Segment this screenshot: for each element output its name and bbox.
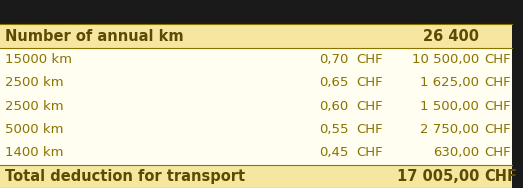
Text: 17 005,00: 17 005,00: [396, 169, 479, 184]
Bar: [0, 165, 513, 188]
Text: CHF: CHF: [484, 123, 511, 136]
Text: 2500 km: 2500 km: [5, 100, 64, 113]
Text: 0,45: 0,45: [319, 146, 348, 159]
Text: CHF: CHF: [356, 146, 383, 159]
Text: CHF: CHF: [484, 169, 517, 184]
Bar: [0, 0, 513, 24]
Text: CHF: CHF: [356, 100, 383, 113]
Text: Number of annual km: Number of annual km: [5, 29, 184, 44]
Text: CHF: CHF: [356, 53, 383, 66]
Text: CHF: CHF: [484, 76, 511, 89]
Text: 1 625,00: 1 625,00: [420, 76, 479, 89]
Text: Total deduction for transport: Total deduction for transport: [5, 169, 245, 184]
Text: 0,60: 0,60: [319, 100, 348, 113]
Bar: [0, 118, 513, 141]
Bar: [0, 48, 513, 71]
Bar: [0, 71, 513, 95]
Text: 0,65: 0,65: [319, 76, 348, 89]
Text: CHF: CHF: [356, 76, 383, 89]
Text: 0,55: 0,55: [319, 123, 348, 136]
Text: CHF: CHF: [356, 123, 383, 136]
Text: CHF: CHF: [484, 53, 511, 66]
Text: 2 750,00: 2 750,00: [420, 123, 479, 136]
Text: 26 400: 26 400: [423, 29, 479, 44]
Bar: [0, 24, 513, 48]
Text: 1400 km: 1400 km: [5, 146, 64, 159]
Text: CHF: CHF: [484, 100, 511, 113]
Text: 5000 km: 5000 km: [5, 123, 64, 136]
Text: 10 500,00: 10 500,00: [412, 53, 479, 66]
Text: 0,70: 0,70: [319, 53, 348, 66]
Text: CHF: CHF: [484, 146, 511, 159]
Bar: [0, 141, 513, 165]
Bar: [0, 95, 513, 118]
Text: 1 500,00: 1 500,00: [420, 100, 479, 113]
Text: 15000 km: 15000 km: [5, 53, 72, 66]
Text: 630,00: 630,00: [433, 146, 479, 159]
Text: 2500 km: 2500 km: [5, 76, 64, 89]
